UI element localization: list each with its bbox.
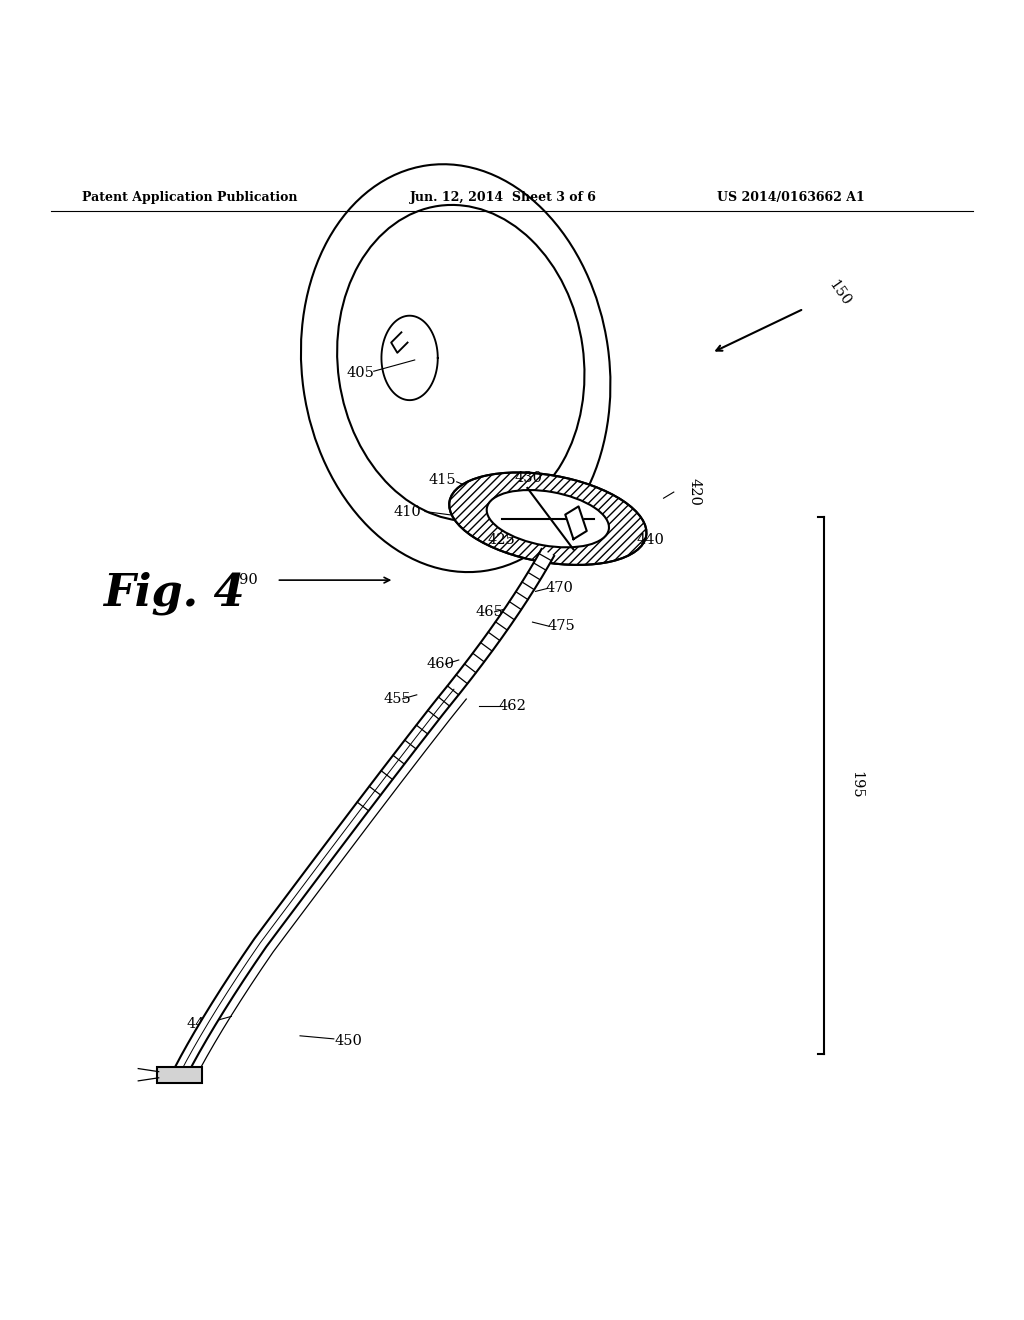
- Text: 190: 190: [229, 573, 258, 587]
- Text: 405: 405: [346, 366, 375, 380]
- Text: 475: 475: [547, 619, 575, 634]
- Text: 415: 415: [429, 473, 456, 487]
- Text: 420: 420: [687, 478, 701, 506]
- Text: 445: 445: [186, 1016, 215, 1031]
- Text: US 2014/0163662 A1: US 2014/0163662 A1: [717, 191, 864, 205]
- Text: 470: 470: [545, 581, 573, 595]
- Text: 195: 195: [849, 771, 863, 799]
- Text: 440: 440: [636, 533, 665, 548]
- Text: 462: 462: [498, 700, 526, 713]
- Text: Patent Application Publication: Patent Application Publication: [82, 191, 297, 205]
- Ellipse shape: [486, 490, 609, 548]
- Polygon shape: [173, 549, 554, 1078]
- Text: 455: 455: [383, 692, 412, 706]
- Polygon shape: [565, 507, 587, 539]
- Ellipse shape: [450, 473, 646, 565]
- Text: 460: 460: [426, 657, 455, 671]
- Text: 150: 150: [826, 279, 853, 309]
- Text: 450: 450: [334, 1034, 362, 1048]
- FancyBboxPatch shape: [157, 1067, 202, 1082]
- Text: 410: 410: [393, 504, 422, 519]
- Text: 425: 425: [487, 533, 516, 548]
- Text: Fig. 4: Fig. 4: [103, 572, 245, 615]
- Text: 430: 430: [514, 471, 543, 484]
- Text: Jun. 12, 2014  Sheet 3 of 6: Jun. 12, 2014 Sheet 3 of 6: [410, 191, 596, 205]
- Text: 465: 465: [475, 605, 504, 619]
